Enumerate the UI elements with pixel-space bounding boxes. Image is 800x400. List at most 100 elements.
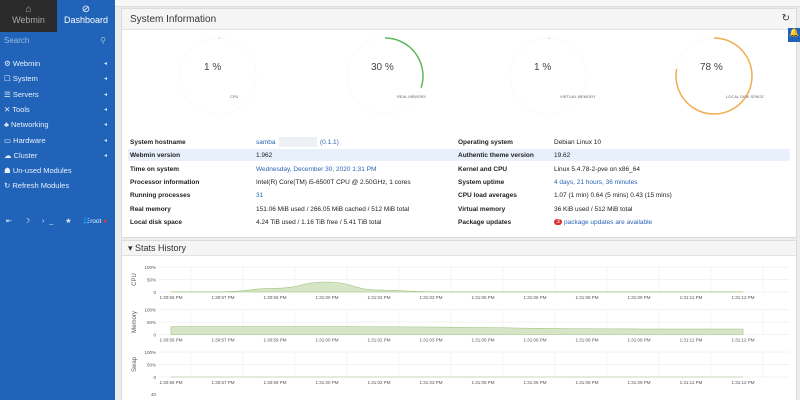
info-value: 151.06 MiB used / 266.05 MiB cached / 51… bbox=[256, 205, 410, 213]
info-value[interactable]: 31 bbox=[256, 192, 264, 200]
y-tick-label: 40 bbox=[151, 392, 157, 397]
y-tick-label: 50% bbox=[147, 363, 156, 368]
gauge-arc bbox=[384, 37, 424, 88]
menu-item[interactable]: ☗ Un-used Modules bbox=[4, 166, 72, 176]
info-value: Intel(R) Core(TM) i5-6500T CPU @ 2.50GHz… bbox=[256, 178, 411, 186]
menu-item[interactable]: ↻ Refresh Modules bbox=[4, 181, 70, 191]
menu-item[interactable]: ✕ Tools bbox=[4, 104, 30, 114]
menu-label: Servers bbox=[12, 89, 39, 99]
x-tick-label: 1:31:00 PM bbox=[315, 380, 338, 385]
redacted bbox=[279, 137, 317, 147]
menu-item[interactable]: ⚙ Webmin bbox=[4, 59, 41, 68]
info-value: Debian Linux 10 bbox=[554, 139, 601, 146]
info-label: Package updates bbox=[458, 218, 512, 226]
x-tick-label: 1:31:05 PM bbox=[471, 338, 494, 343]
info-label: Kernel and CPU bbox=[458, 165, 508, 173]
chart-label: CPU bbox=[132, 273, 138, 286]
tab-label: Dashboard bbox=[63, 15, 109, 25]
menu-item[interactable]: ♣ Networking bbox=[4, 120, 49, 130]
menu-label: Refresh Modules bbox=[12, 181, 70, 191]
x-tick-label: 1:31:00 PM bbox=[315, 338, 338, 343]
y-tick-label: 50% bbox=[147, 278, 156, 283]
gauge-value: 1 % bbox=[204, 62, 221, 73]
y-tick-label: 50% bbox=[147, 320, 156, 325]
info-label: Local disk space bbox=[130, 218, 183, 226]
x-tick-label: 1:31:11 PM bbox=[680, 295, 703, 300]
x-tick-label: 1:30:59 PM bbox=[263, 380, 286, 385]
info-value: Linux 5.4.78-2-pve on x86_64 bbox=[554, 165, 641, 173]
x-tick-label: 1:30:59 PM bbox=[263, 338, 286, 343]
dashboard-tab[interactable]: ⊘ Dashboard bbox=[63, 4, 109, 25]
info-value[interactable]: Wednesday, December 30, 2020 1:31 PM bbox=[256, 165, 377, 173]
gauge-track bbox=[179, 37, 257, 115]
gauge-value: 30 % bbox=[371, 62, 394, 73]
refresh-icon[interactable]: ↻ bbox=[781, 13, 790, 24]
info-label: CPU load averages bbox=[458, 192, 517, 200]
x-tick-label: 1:31:06 PM bbox=[523, 338, 546, 343]
chart-label: Swap bbox=[132, 356, 138, 372]
info-label: Webmin version bbox=[130, 152, 181, 160]
x-tick-label: 1:31:12 PM bbox=[731, 380, 754, 385]
y-tick-label: 100% bbox=[144, 265, 156, 270]
notification-bell[interactable]: 🔔 bbox=[788, 28, 800, 42]
x-tick-label: 1:30:57 PM bbox=[211, 380, 234, 385]
menu-item[interactable]: ☰ Servers bbox=[4, 89, 39, 99]
gauges: 1 % CPU 30 % REAL MEMORY 1 % VIRTUAL MEMORY 78… bbox=[179, 37, 764, 115]
gauge-label: CPU bbox=[230, 94, 239, 99]
webmin-tab[interactable]: ⌂ Webmin bbox=[0, 0, 57, 32]
menu-label: Hardware bbox=[13, 135, 46, 145]
info-value: 4.24 TiB used / 1.16 TiB free / 5.41 TiB… bbox=[256, 218, 382, 226]
x-tick-label: 1:31:12 PM bbox=[731, 295, 754, 300]
gauge-value: 78 % bbox=[700, 62, 723, 73]
x-tick-label: 1:31:08 PM bbox=[575, 380, 598, 385]
user[interactable]: 👤root ● bbox=[82, 218, 108, 225]
menu-label: Webmin bbox=[12, 59, 41, 68]
info-value[interactable]: package updates are available bbox=[564, 218, 653, 226]
panel-title: Stats History bbox=[135, 243, 187, 253]
gauge-label: REAL MEMORY bbox=[397, 94, 427, 99]
x-tick-label: 1:31:06 PM bbox=[523, 295, 546, 300]
caret: ◂ bbox=[104, 91, 108, 98]
info-value[interactable]: 4 days, 21 hours, 36 minutes bbox=[554, 178, 638, 186]
x-tick-label: 1:31:06 PM bbox=[523, 380, 546, 385]
x-tick-label: 1:31:11 PM bbox=[680, 338, 703, 343]
caret: ◂ bbox=[104, 61, 108, 67]
system-information-panel: System Information ↻ 1 % CPU 30 % REAL MEMOR… bbox=[121, 8, 797, 238]
info-label: Operating system bbox=[458, 139, 513, 146]
menu-item[interactable]: ☐ System bbox=[4, 74, 38, 84]
info-label: Authentic theme version bbox=[458, 152, 534, 160]
caret: ◂ bbox=[104, 122, 108, 129]
chart-label: Memory bbox=[132, 311, 138, 333]
search-box[interactable]: Search ⚲ bbox=[4, 36, 106, 45]
gauge-track bbox=[509, 37, 587, 115]
info-label: Time on system bbox=[130, 165, 180, 173]
menu-label: System bbox=[12, 74, 38, 84]
x-tick-label: 1:30:56 PM bbox=[159, 338, 182, 343]
menu-label: Un-used Modules bbox=[12, 166, 72, 176]
x-tick-label: 1:31:09 PM bbox=[627, 295, 650, 300]
y-tick-label: 100% bbox=[144, 308, 156, 313]
info-label: Real memory bbox=[130, 205, 171, 213]
info-value: 1.07 (1 min) 0.64 (5 mins) 0.43 (15 mins… bbox=[554, 192, 672, 200]
x-tick-label: 1:30:56 PM bbox=[159, 295, 182, 300]
main: System Information ↻ 1 % CPU 30 % REAL MEMOR… bbox=[115, 0, 800, 400]
info-label: Running processes bbox=[130, 192, 191, 200]
y-tick-label: 0 bbox=[153, 333, 156, 338]
caret: ◂ bbox=[104, 76, 108, 83]
info-label: System uptime bbox=[458, 178, 505, 186]
row-highlight bbox=[128, 149, 790, 162]
menu-item[interactable]: ☁ Cluster bbox=[4, 150, 38, 160]
x-tick-label: 1:31:08 PM bbox=[575, 338, 598, 343]
stats-history-panel: ▾ Stats History CPU 100% 50% 0 1:30:56 PM 1:3… bbox=[121, 240, 797, 400]
toolbar-icons[interactable]: ⇤ ☽ ›_ ★ ☷ bbox=[6, 218, 95, 225]
info-value[interactable]: samba bbox=[256, 139, 276, 146]
y-tick-label: 100% bbox=[144, 350, 156, 355]
panel-header: System Information ↻ bbox=[122, 9, 796, 30]
y-tick-label: 0 bbox=[153, 290, 156, 295]
y-tick-label: 0 bbox=[153, 375, 156, 380]
menu-item[interactable]: ▭ Hardware bbox=[4, 135, 46, 145]
gauge-label: LOCAL DISK SPACE bbox=[726, 94, 764, 99]
x-tick-label: 1:31:03 PM bbox=[419, 380, 442, 385]
